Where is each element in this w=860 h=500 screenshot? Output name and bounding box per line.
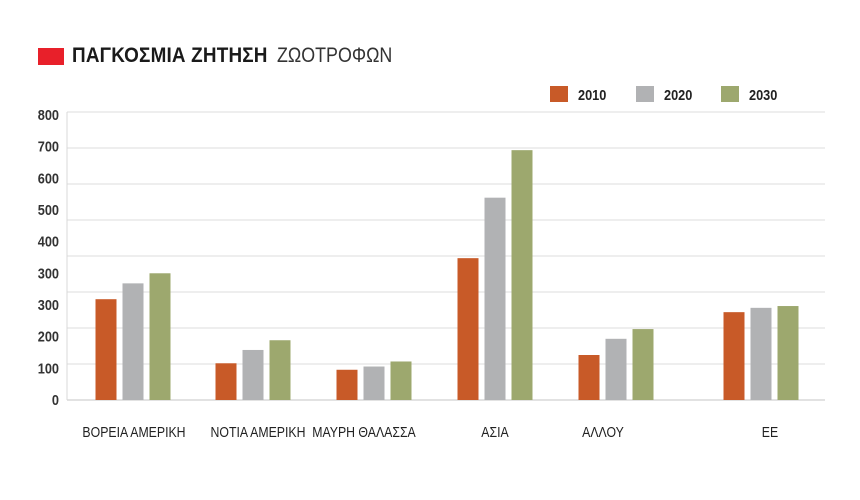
y-tick-label: 800 [38,106,59,123]
x-category-label: ΒΟΡΕΙΑ ΑΜΕΡΙΚΗ [82,424,185,440]
bar-2030-5 [777,306,799,400]
x-category-label: ΜΑΥΡΗ ΘΑΛΑΣΣΑ [312,424,416,440]
bar-2010-0 [95,299,117,400]
title-light: ΖΩΟΤΡΟΦΩΝ [277,44,393,67]
bar-2030-3 [511,150,533,400]
y-tick-label: 200 [38,328,59,345]
bar-2020-3 [484,197,506,400]
bar-2020-5 [750,307,772,400]
bar-2010-5 [723,312,745,400]
legend-swatch [550,86,568,102]
x-category-label: ΕΕ [762,424,778,440]
title-bold: ΠΑΓΚΟΣΜΙΑ ΖΗΤΗΣΗ [72,44,268,67]
legend-swatch [636,86,654,102]
title-marker-icon [38,47,64,65]
y-tick-label: 100 [38,359,59,376]
y-tick-label: 300 [38,264,59,281]
bar-2030-4 [632,329,654,400]
bar-2020-4 [605,338,627,400]
x-category-label: ΝΟΤΙΑ ΑΜΕΡΙΚΗ [211,424,306,440]
legend-label: 2020 [664,86,693,103]
legend-label: 2030 [749,86,778,103]
bar-2030-1 [269,340,291,400]
y-tick-label: 300 [38,296,59,313]
y-tick-label: 400 [38,233,59,250]
chart-title: ΠΑΓΚΟΣΜΙΑ ΖΗΤΗΣΗ ΖΩΟΤΡΟΦΩΝ [38,44,413,68]
bar-2030-0 [149,273,171,400]
legend-label: 2010 [578,86,607,103]
legend-swatch [721,86,739,102]
bar-2020-0 [122,283,144,400]
y-tick-label: 500 [38,201,59,218]
x-category-label: ΑΛΛΟΥ [582,424,624,440]
x-category-label: ΑΣΙΑ [481,424,509,440]
y-tick-label: 700 [38,138,59,155]
bar-2010-1 [215,363,237,400]
y-tick-label: 600 [38,169,59,186]
bar-2030-2 [390,361,412,400]
bar-2020-2 [363,366,385,400]
y-tick-label: 0 [52,391,59,408]
bar-2010-4 [578,355,600,400]
bar-2010-3 [457,258,479,400]
bar-2020-1 [242,349,264,400]
bar-2010-2 [336,369,358,400]
